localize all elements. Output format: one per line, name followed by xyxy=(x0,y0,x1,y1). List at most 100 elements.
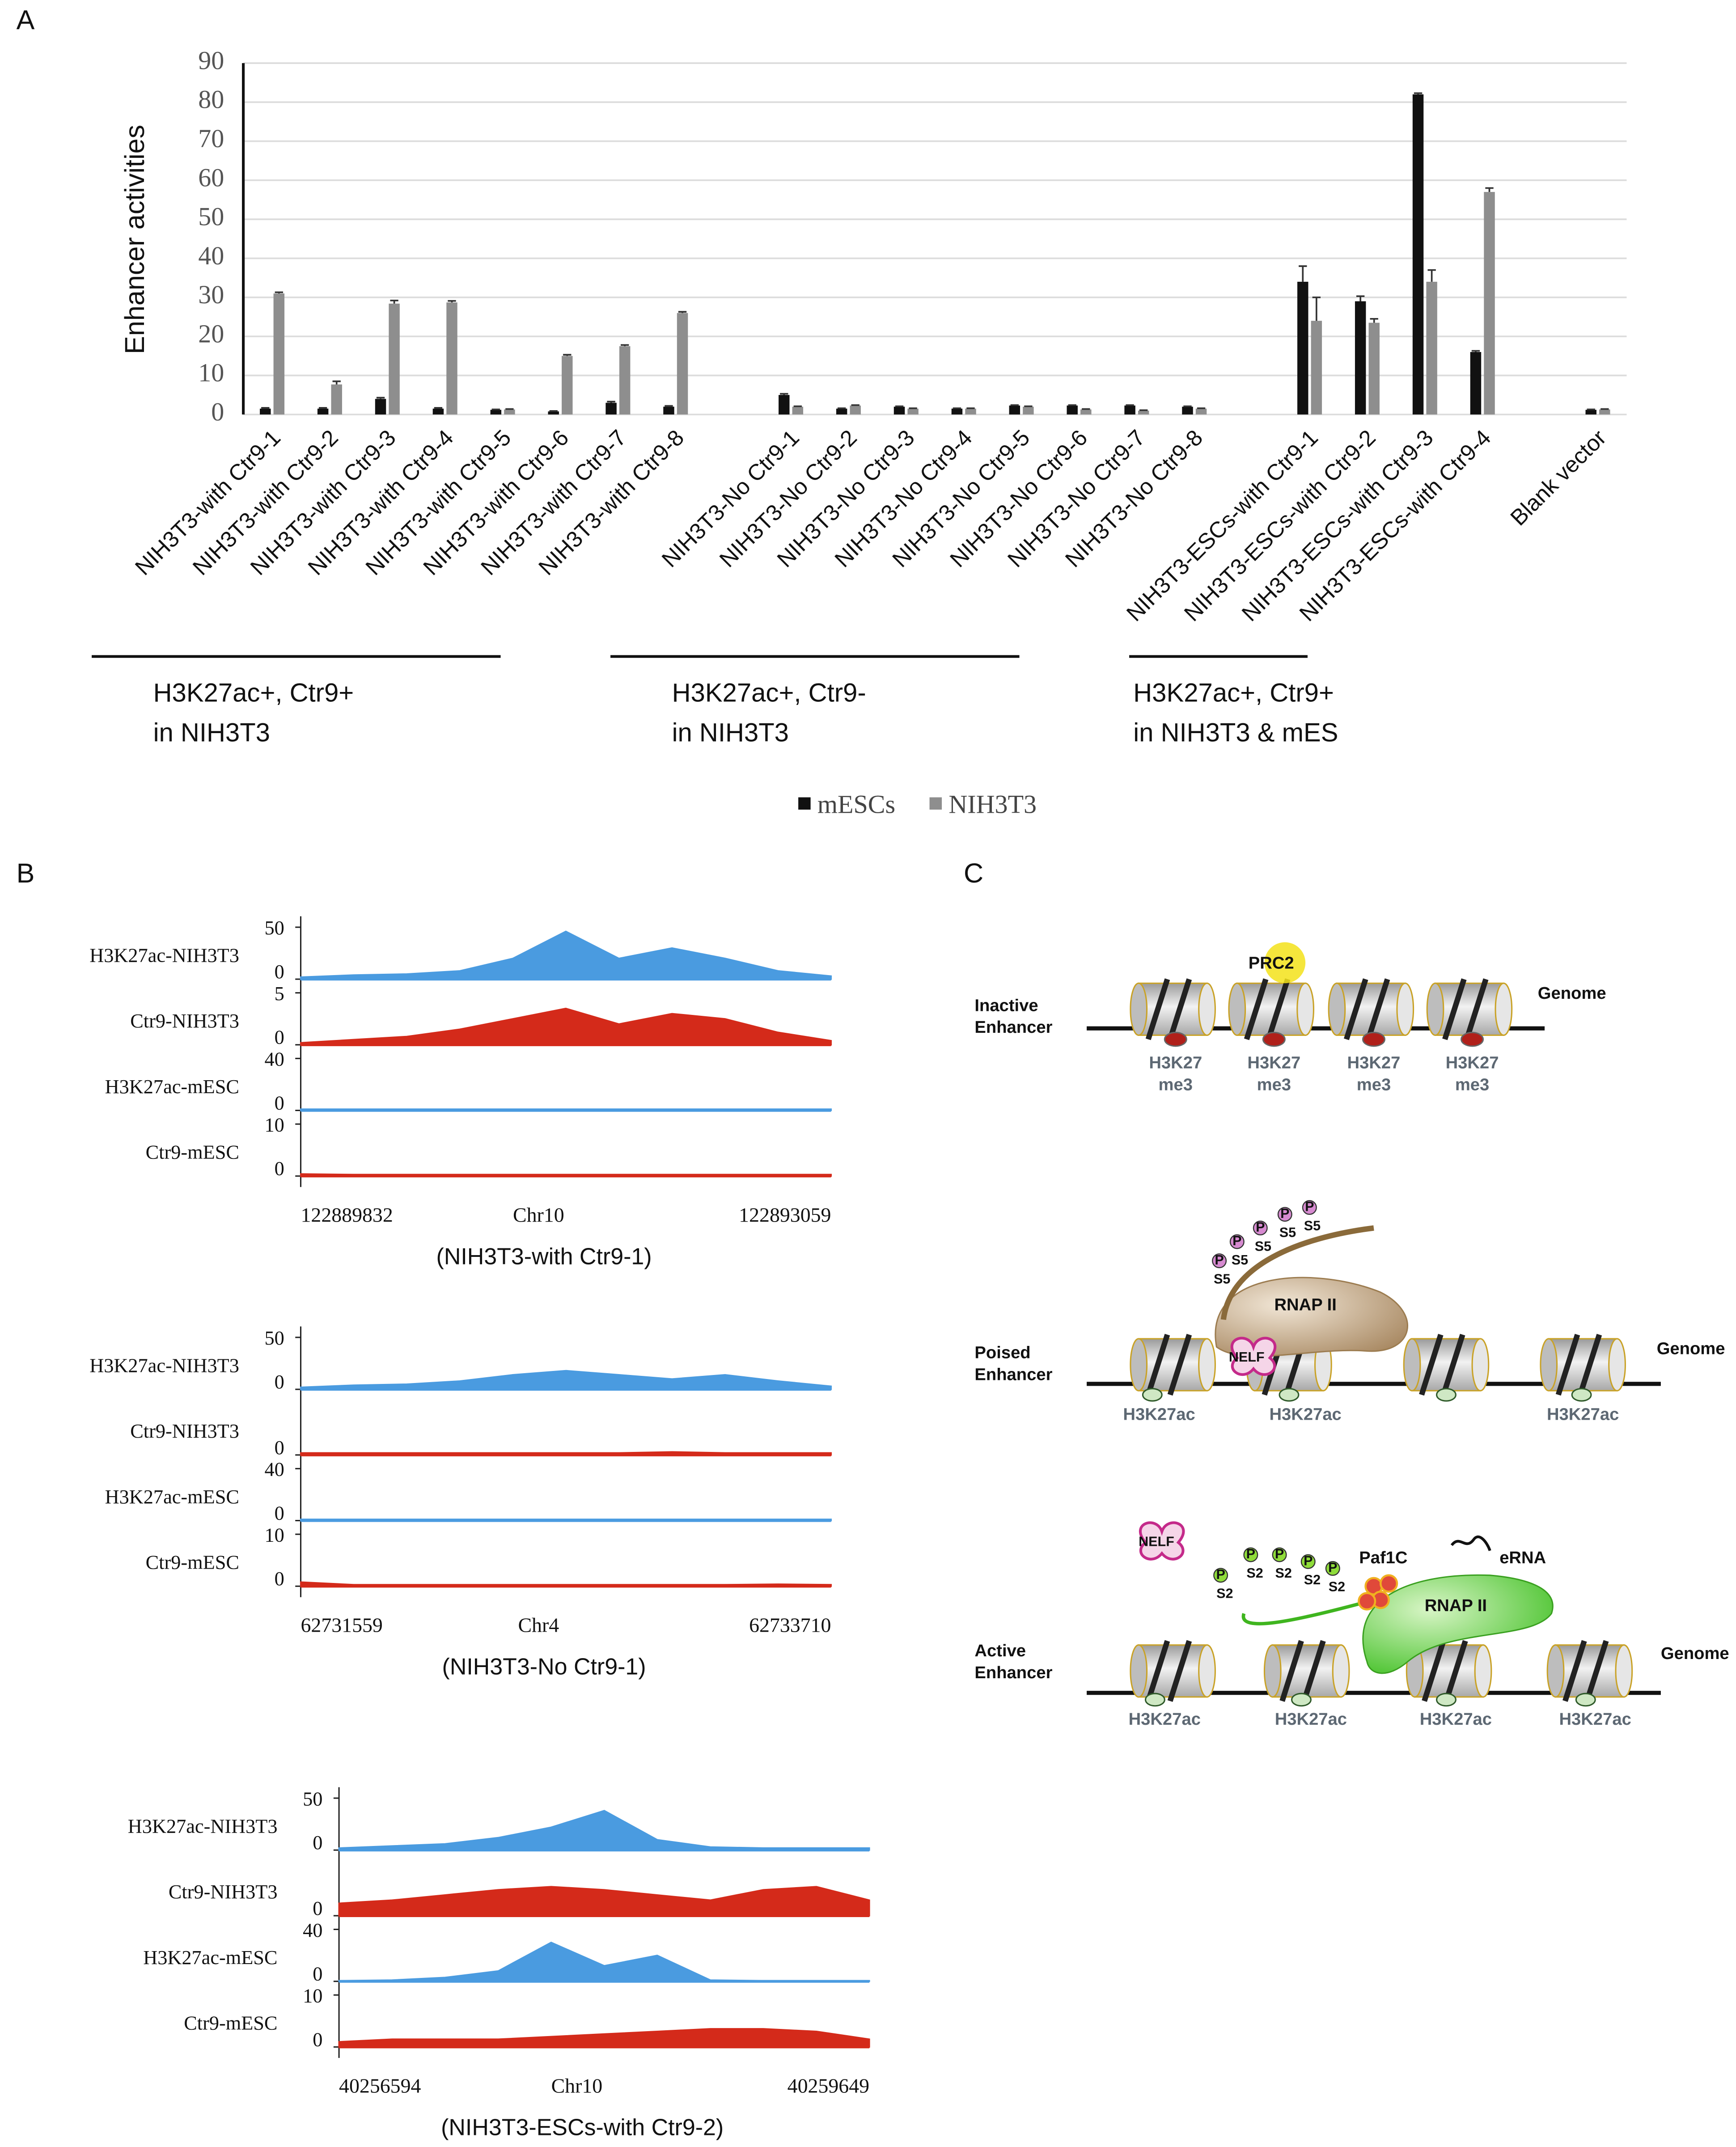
diagram-label: H3K27ac xyxy=(1547,1404,1619,1424)
bar xyxy=(605,403,617,415)
x-tick-label: Blank vector xyxy=(1505,424,1611,530)
nascent-strand xyxy=(1220,1225,1374,1320)
bar xyxy=(1023,407,1034,415)
h3k27ac-mark xyxy=(1142,1388,1163,1402)
signal-track xyxy=(300,1370,832,1390)
error-bar xyxy=(491,408,500,411)
diagram-label: P xyxy=(1246,1546,1255,1561)
y-tick-label: 50 xyxy=(198,202,224,231)
diagram-label: Inactive xyxy=(974,996,1038,1015)
y-tick-label: 90 xyxy=(198,46,224,75)
error-bar xyxy=(1299,265,1307,282)
diagram-label: Genome xyxy=(1661,1644,1729,1663)
nucleosome-end xyxy=(1471,1338,1490,1392)
diagram-label: P xyxy=(1304,1553,1313,1568)
bar xyxy=(1182,407,1193,415)
diagram-label: S5 xyxy=(1304,1218,1321,1233)
diagram-label: S5 xyxy=(1255,1239,1271,1254)
paf1c xyxy=(1379,1574,1398,1593)
bar xyxy=(375,399,386,415)
group-label: in NIH3T3 xyxy=(153,718,270,747)
diagram-label: S5 xyxy=(1214,1272,1230,1287)
track-tick-label: 10 xyxy=(264,1114,284,1136)
track-label: H3K27ac-mESC xyxy=(105,1486,239,1508)
diagram-label: H3K27 xyxy=(1247,1053,1300,1073)
dna-wrap xyxy=(1145,1640,1192,1702)
x-tick-label: 62731559 xyxy=(301,1613,382,1636)
error-bar xyxy=(1587,408,1595,411)
dna-wrap xyxy=(1244,978,1291,1040)
track-tick-label: 10 xyxy=(303,1985,322,2007)
nucleosome-end xyxy=(1130,982,1148,1036)
track-label: Ctr9-mESC xyxy=(146,1552,239,1574)
error-bar xyxy=(1356,295,1365,301)
error-bar xyxy=(1197,407,1206,409)
x-tick-label: 40256594 xyxy=(339,2075,421,2097)
prc2-label: PRC2 xyxy=(1249,954,1294,973)
diagram-label: Enhancer xyxy=(974,1018,1052,1037)
bar xyxy=(619,346,631,415)
h3k27me3-mark xyxy=(1461,1031,1484,1047)
y-tick-label: 80 xyxy=(198,85,224,114)
track-tick-label: 5 xyxy=(275,983,284,1005)
diagram-label: S2 xyxy=(1304,1572,1321,1587)
phosphate xyxy=(1277,1207,1292,1222)
error-bar xyxy=(434,407,443,409)
diagram-label: P xyxy=(1215,1252,1224,1268)
h3k27me3-mark xyxy=(1362,1031,1385,1047)
error-bar xyxy=(1312,296,1321,321)
track-title: (NIH3T3-with Ctr9-1) xyxy=(436,1243,652,1269)
erna xyxy=(1450,1535,1491,1551)
track-label: H3K27ac-NIH3T3 xyxy=(89,944,239,966)
bar xyxy=(1484,192,1495,415)
error-bar xyxy=(895,405,904,407)
error-bar xyxy=(376,397,385,399)
track-label: Ctr9-mESC xyxy=(146,1141,239,1163)
diagram-label: Genome xyxy=(1657,1339,1725,1358)
track-tick-label: 40 xyxy=(303,1919,322,1941)
diagram-label: Enhancer xyxy=(974,1365,1052,1384)
legend-swatch xyxy=(929,797,942,810)
phosphate xyxy=(1272,1547,1287,1562)
diagram-label: me3 xyxy=(1159,1075,1193,1095)
signal-track xyxy=(338,1810,870,1851)
diagram-label: H3K27ac xyxy=(1275,1710,1347,1729)
track-tick-label: 0 xyxy=(275,1158,284,1180)
signal-track xyxy=(338,1886,870,1917)
error-bar xyxy=(780,393,788,395)
track-tick-label: 50 xyxy=(264,917,284,939)
nucleosome-end xyxy=(1474,1644,1492,1698)
bar xyxy=(663,407,674,415)
bar xyxy=(1426,281,1437,415)
phosphate xyxy=(1212,1253,1227,1269)
diagram-label: me3 xyxy=(1455,1075,1489,1095)
nucleosome-end xyxy=(1198,982,1216,1036)
bar xyxy=(1009,405,1020,415)
bar xyxy=(1138,410,1149,415)
dna-wrap xyxy=(1419,1333,1465,1396)
bar xyxy=(1412,94,1424,415)
error-bar xyxy=(1414,92,1423,94)
diagram-label: Active xyxy=(974,1641,1026,1660)
error-bar xyxy=(1068,404,1076,406)
bar xyxy=(1470,352,1482,415)
error-bar xyxy=(332,380,341,385)
dna-wrap xyxy=(1145,1333,1192,1396)
error-bar xyxy=(1126,404,1134,406)
track-tick-label: 50 xyxy=(303,1788,322,1810)
nucleosome-end xyxy=(1615,1644,1633,1698)
bar xyxy=(1124,405,1135,415)
diagram-label: S2 xyxy=(1216,1586,1233,1601)
dna-wrap xyxy=(1145,978,1192,1040)
panel-label: C xyxy=(964,858,983,888)
h3k27me3-mark xyxy=(1164,1031,1187,1047)
error-bar xyxy=(953,407,961,409)
error-bar xyxy=(678,311,687,313)
h3k27ac-mark xyxy=(1575,1693,1596,1707)
error-bar xyxy=(1471,350,1480,352)
phosphate xyxy=(1213,1568,1228,1583)
legend-label: NIH3T3 xyxy=(948,789,1037,819)
group-label: in NIH3T3 xyxy=(672,718,789,747)
diagram-label: Paf1C xyxy=(1359,1548,1407,1567)
diagram-label: Enhancer xyxy=(974,1663,1052,1682)
